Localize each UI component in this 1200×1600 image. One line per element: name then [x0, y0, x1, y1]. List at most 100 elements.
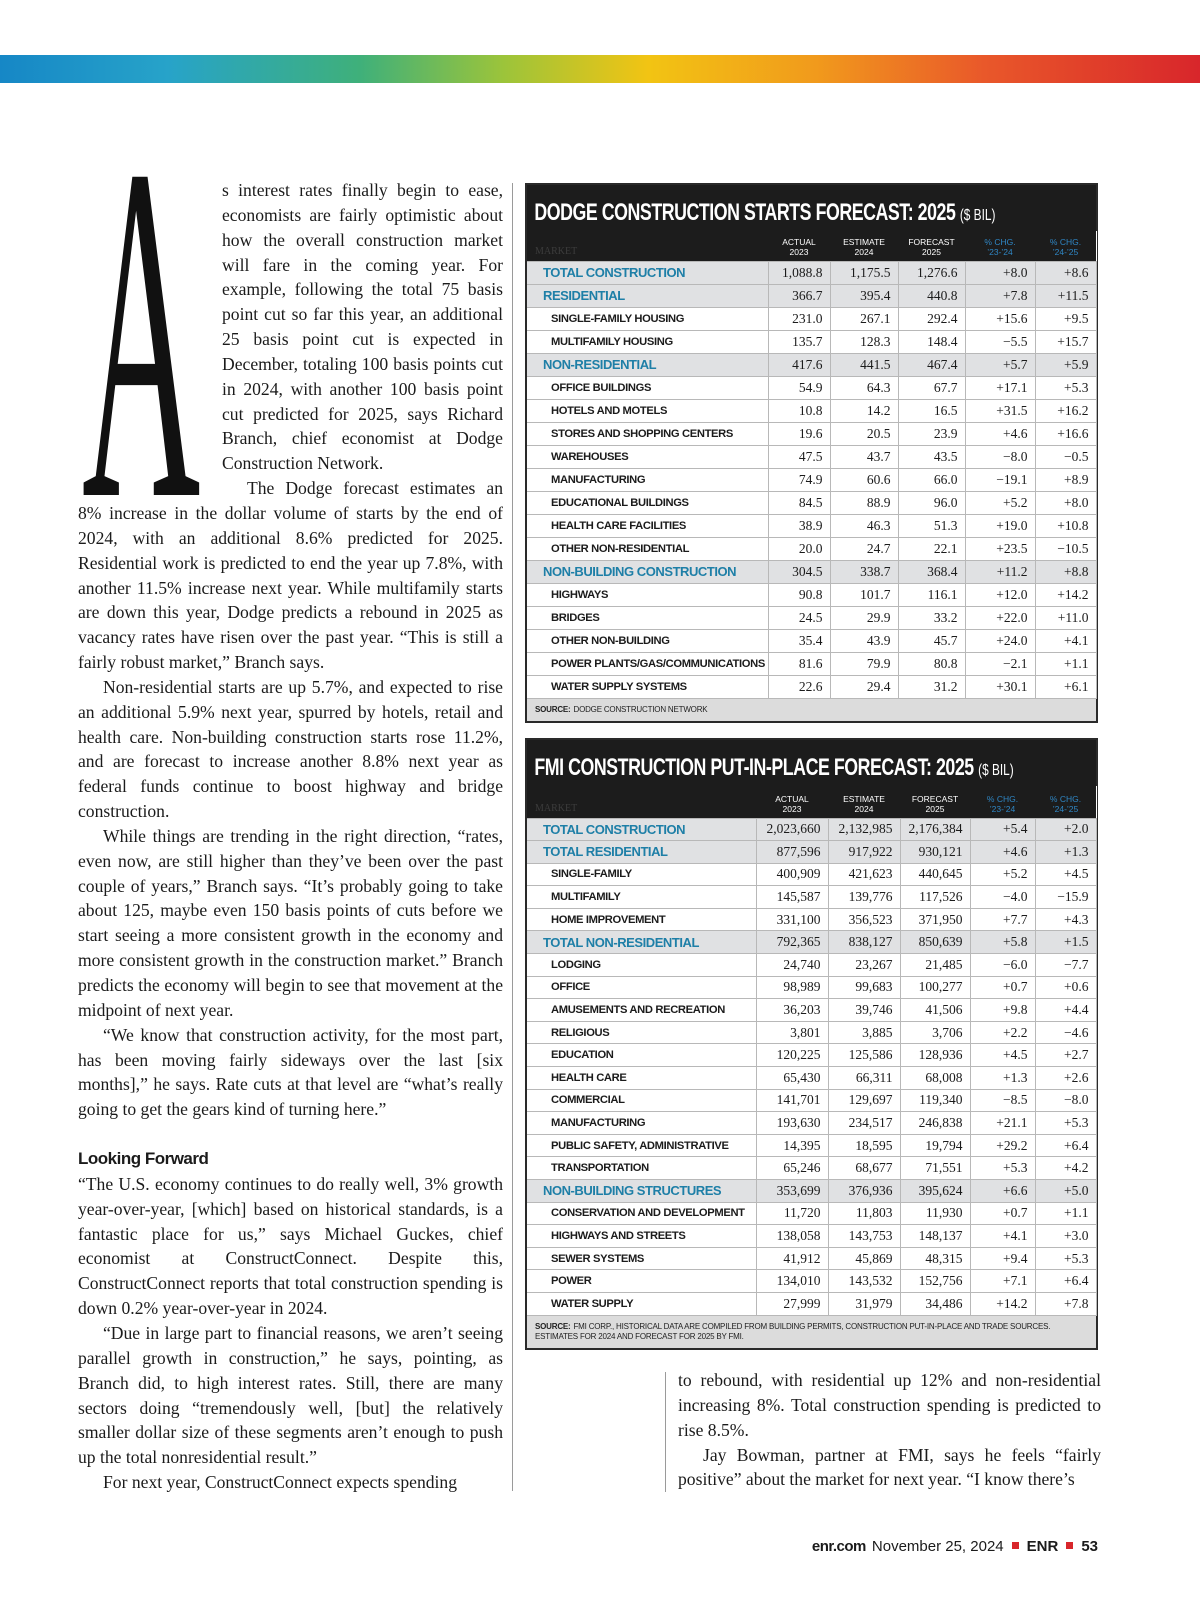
cell-value: +0.7: [969, 1201, 1036, 1226]
source-text: FMI CORP., HISTORICAL DATA ARE COMPILED …: [535, 1321, 1051, 1341]
cell-value: 371,950: [899, 907, 971, 932]
cell-value: +11.0: [1034, 605, 1097, 630]
cell-value: 14.2: [829, 398, 899, 423]
cell-value: +7.1: [969, 1269, 1036, 1293]
header-row: MARKET ACTUAL 2023 ESTIMATE 2024 FORECAST 2025…: [527, 231, 1096, 261]
column-header-bottom: ’23-’24: [987, 246, 1013, 257]
item-row: RELIGIOUS 3,801 3,885 3,706 +2.2 −4.6: [527, 1020, 1097, 1045]
cell-value: 46.3: [829, 513, 899, 538]
cell-value: 96.0: [897, 490, 966, 515]
cell-value: 43.7: [829, 444, 899, 469]
cell-value: 3,706: [899, 1020, 971, 1045]
row-label: SEWER SYSTEMS: [527, 1246, 757, 1271]
cell-value: +5.9: [1034, 352, 1097, 377]
cell-value: 24,740: [755, 953, 829, 977]
cell-value: +19.0: [964, 513, 1036, 538]
row-label: POWER PLANTS/GAS/COMMUNICATIONS: [527, 651, 769, 676]
cell-value: +1.1: [1034, 651, 1097, 676]
cell-value: 23.9: [897, 421, 966, 446]
cell-value: −5.5: [964, 329, 1036, 354]
section-row: TOTAL RESIDENTIAL 877,596 917,922 930,121 +4…: [527, 840, 1097, 864]
paragraph: While things are trending in the right d…: [78, 825, 503, 1020]
drop-cap: A: [82, 66, 201, 600]
footer: enr.com November 25, 2024 ENR 53: [812, 1538, 1098, 1555]
column-header-top: ESTIMATE: [843, 236, 885, 247]
row-label: RESIDENTIAL: [527, 283, 769, 308]
column-header-bottom: 2023: [782, 803, 802, 814]
data-table: MARKET ACTUAL 2023 ESTIMATE 2024 FORECAST 2025…: [527, 786, 1097, 1316]
cell-value: 18,595: [827, 1133, 901, 1158]
item-row: SEWER SYSTEMS 41,912 45,869 48,315 +9.4 +5.3: [527, 1246, 1097, 1271]
cell-value: 129,697: [827, 1088, 901, 1113]
source-label: SOURCE:: [535, 1321, 571, 1331]
cell-value: 467.4: [897, 352, 966, 377]
cell-value: 31,979: [827, 1291, 901, 1316]
row-label: POWER: [527, 1269, 757, 1293]
cell-value: +5.3: [1034, 375, 1097, 400]
cell-value: 417.6: [767, 352, 831, 377]
item-row: LODGING 24,740 23,267 21,485 −6.0 −7.7: [527, 953, 1097, 977]
row-label: OFFICE: [527, 975, 757, 1000]
cell-value: +4.2: [1034, 1156, 1097, 1180]
row-label: EDUCATIONAL BUILDINGS: [527, 490, 769, 515]
section-row: NON-BUILDING CONSTRUCTION 304.5 338.7 368.4…: [527, 559, 1097, 584]
cell-value: 23,267: [827, 953, 901, 977]
row-label: COMMERCIAL: [527, 1088, 757, 1113]
cell-value: +7.8: [1034, 1291, 1097, 1316]
column-header: FORECAST 2025: [898, 231, 965, 261]
cell-value: 47.5: [767, 444, 831, 469]
row-label: OTHER NON-RESIDENTIAL: [527, 536, 769, 561]
header-row: MARKET ACTUAL 2023 ESTIMATE 2024 FORECAST 2025…: [527, 786, 1096, 818]
column-header-bottom: 2024: [854, 803, 874, 814]
paragraph: The Dodge forecast estimates an 8% incre…: [78, 478, 503, 673]
paragraph: s interest rates finally begin to ease, …: [222, 180, 503, 474]
cell-value: +2.6: [1034, 1066, 1097, 1090]
table-title-wrap: DODGE CONSTRUCTION STARTS FORECAST: 2025…: [527, 185, 995, 227]
cell-value: 29.4: [829, 674, 899, 699]
subheading: Looking Forward: [78, 1149, 209, 1169]
column-header-top: FORECAST: [911, 793, 959, 804]
item-row: CONSERVATION AND DEVELOPMENT 11,720 11,803…: [527, 1201, 1097, 1226]
row-label: TOTAL RESIDENTIAL: [527, 840, 757, 864]
cell-value: 267.1: [829, 306, 899, 331]
column-header-bottom: 2025: [922, 246, 941, 257]
table-title-bar: FMI CONSTRUCTION PUT-IN-PLACE FORECAST: …: [527, 740, 1096, 786]
table-source: SOURCE: DODGE CONSTRUCTION NETWORK: [527, 698, 1096, 721]
cell-value: 43.9: [829, 628, 899, 653]
item-row: AMUSEMENTS AND RECREATION 36,203 39,746 41,…: [527, 998, 1097, 1022]
cell-value: +8.6: [1034, 260, 1097, 285]
cell-value: 20.0: [767, 536, 831, 561]
cell-value: 74.9: [767, 467, 831, 492]
column-header-bottom: ’24-’25: [1052, 803, 1079, 814]
cell-value: +6.1: [1034, 674, 1097, 699]
table-unit: ($ BIL): [978, 762, 1014, 779]
cell-value: 234,517: [827, 1111, 901, 1135]
cell-value: 21,485: [899, 953, 971, 977]
cell-value: 135.7: [767, 329, 831, 354]
cell-value: 98,989: [755, 975, 829, 1000]
cell-value: 1,276.6: [897, 260, 966, 285]
cell-value: +5.3: [1034, 1246, 1097, 1271]
cell-value: +10.8: [1034, 513, 1097, 538]
cell-value: +4.5: [1034, 862, 1097, 887]
column-header-bottom: 2025: [925, 803, 945, 814]
row-label: WATER SUPPLY SYSTEMS: [527, 674, 769, 699]
cell-value: 11,720: [755, 1201, 829, 1226]
cell-value: 29.9: [829, 605, 899, 630]
cell-value: 2,023,660: [755, 817, 829, 842]
cell-value: 64.3: [829, 375, 899, 400]
item-row: OTHER NON-BUILDING 35.4 43.9 45.7 +24.0 +4.1: [527, 628, 1097, 653]
cell-value: 51.3: [897, 513, 966, 538]
cell-value: 152,756: [899, 1269, 971, 1293]
item-row: BRIDGES 24.5 29.9 33.2 +22.0 +11.0: [527, 605, 1097, 630]
column-header-bottom: 2023: [789, 246, 809, 257]
cell-value: +30.1: [964, 674, 1036, 699]
cell-value: +14.2: [1034, 582, 1097, 607]
cell-value: 3,885: [827, 1020, 901, 1045]
cell-value: 400,909: [755, 862, 829, 887]
table-title: FMI CONSTRUCTION PUT-IN-PLACE FORECAST: …: [534, 754, 974, 781]
row-label: AMUSEMENTS AND RECREATION: [527, 998, 757, 1022]
item-row: SINGLE-FAMILY HOUSING 231.0 267.1 292.4 +15.…: [527, 306, 1097, 331]
cell-value: 366.7: [767, 283, 831, 308]
cell-value: 39,746: [827, 998, 901, 1022]
